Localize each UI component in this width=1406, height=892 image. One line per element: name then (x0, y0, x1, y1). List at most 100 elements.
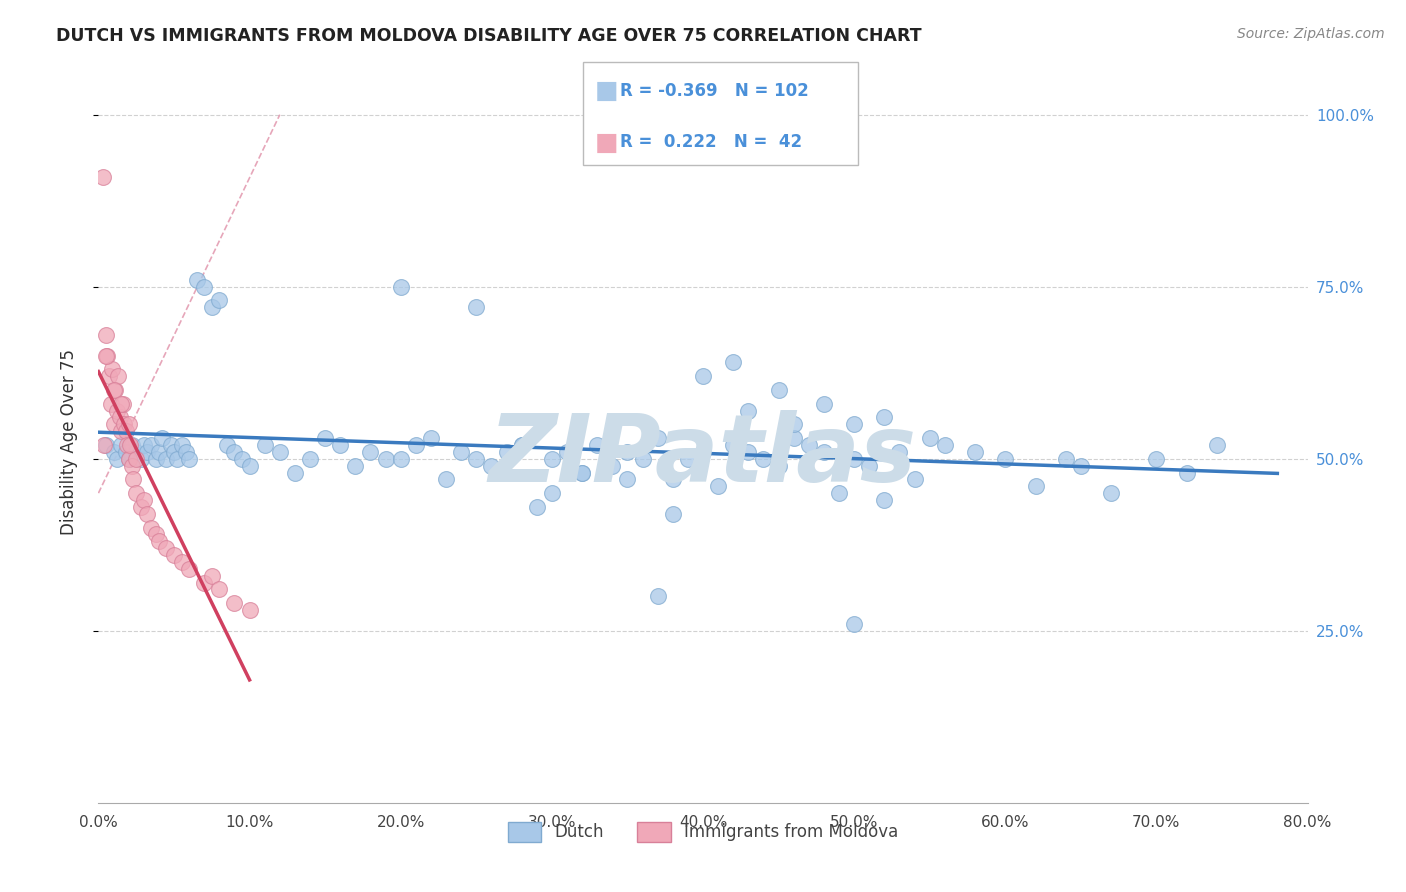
Point (329, 438, 352, 452)
Point (120, 438, 142, 452)
Point (201, 568, 224, 582)
Point (129, 451, 152, 466)
Point (160, 438, 183, 452)
Point (647, 590, 669, 604)
Text: Source: ZipAtlas.com: Source: ZipAtlas.com (1237, 27, 1385, 41)
Point (1099, 486, 1122, 500)
Point (105, 403, 128, 417)
Text: ■: ■ (595, 130, 619, 154)
Point (661, 507, 683, 521)
Point (723, 438, 745, 452)
Text: ZIPatlas: ZIPatlas (489, 410, 917, 502)
Point (93, 438, 115, 452)
Point (299, 451, 322, 466)
Point (661, 472, 683, 486)
Point (783, 417, 806, 432)
Point (904, 472, 927, 486)
Point (844, 616, 866, 631)
Point (1024, 479, 1046, 493)
Point (94, 438, 117, 452)
Point (125, 486, 148, 500)
Point (100, 397, 122, 411)
Point (108, 410, 131, 425)
Point (631, 451, 654, 466)
Text: R = -0.369   N = 102: R = -0.369 N = 102 (620, 82, 808, 100)
Point (540, 486, 562, 500)
Point (389, 451, 412, 466)
Point (101, 362, 124, 376)
Point (389, 279, 412, 293)
Text: DUTCH VS IMMIGRANTS FROM MOLDOVA DISABILITY AGE OVER 75 CORRELATION CHART: DUTCH VS IMMIGRANTS FROM MOLDOVA DISABIL… (56, 27, 922, 45)
Point (132, 438, 155, 452)
Point (918, 431, 941, 445)
Point (1206, 438, 1229, 452)
Point (224, 596, 246, 610)
Point (768, 458, 790, 473)
Point (239, 603, 262, 617)
Legend: Dutch, Immigrants from Moldova: Dutch, Immigrants from Moldova (501, 815, 905, 848)
Point (676, 451, 699, 466)
Point (374, 451, 396, 466)
Point (481, 458, 503, 473)
Point (450, 445, 472, 459)
Point (1175, 466, 1198, 480)
Point (889, 445, 911, 459)
Point (118, 451, 141, 466)
Point (344, 458, 367, 473)
Point (150, 431, 173, 445)
Point (114, 424, 136, 438)
Point (405, 438, 427, 452)
Point (179, 562, 201, 576)
Point (965, 445, 987, 459)
Point (121, 438, 143, 452)
Point (616, 472, 638, 486)
Point (465, 301, 488, 315)
Point (360, 445, 382, 459)
Point (145, 527, 167, 541)
Point (934, 438, 956, 452)
Point (239, 458, 262, 473)
Point (616, 445, 638, 459)
Point (571, 466, 593, 480)
Point (110, 397, 132, 411)
Point (103, 445, 125, 459)
Point (193, 279, 215, 293)
Point (420, 431, 443, 445)
Point (707, 479, 730, 493)
Point (141, 520, 163, 534)
Point (602, 458, 624, 473)
Point (110, 438, 132, 452)
Point (768, 383, 790, 397)
Point (994, 451, 1017, 466)
Point (179, 451, 201, 466)
Point (118, 451, 141, 466)
Point (692, 369, 714, 384)
Point (586, 438, 609, 452)
Point (94, 349, 117, 363)
Point (170, 555, 193, 569)
Point (555, 445, 578, 459)
Point (141, 438, 163, 452)
Point (94, 327, 117, 342)
Point (208, 582, 231, 597)
Point (148, 534, 170, 549)
Point (752, 451, 775, 466)
Point (844, 451, 866, 466)
Point (284, 466, 307, 480)
Point (1070, 458, 1092, 473)
Point (215, 438, 238, 452)
Point (107, 369, 129, 384)
Point (873, 410, 896, 425)
Point (174, 445, 197, 459)
Point (797, 438, 820, 452)
Point (135, 507, 157, 521)
Point (737, 445, 759, 459)
Point (122, 472, 145, 486)
Point (125, 445, 148, 459)
Point (828, 486, 851, 500)
Point (813, 397, 835, 411)
Point (231, 451, 253, 466)
Point (723, 355, 745, 369)
Point (163, 548, 186, 562)
Text: ■: ■ (595, 79, 619, 103)
